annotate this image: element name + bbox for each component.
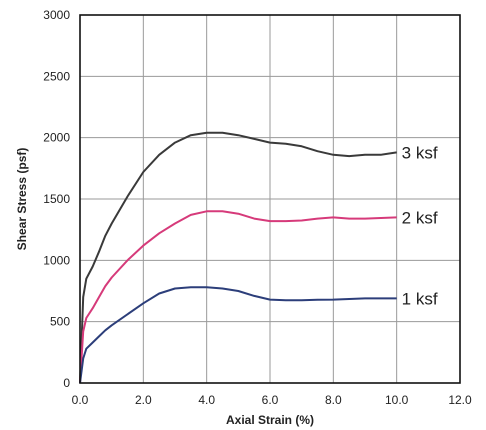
series-lines [79,131,397,384]
x-tick-label: 4.0 [198,393,215,407]
x-tick-label: 8.0 [325,393,342,407]
series-line [79,286,397,384]
x-tick-label: 10.0 [385,393,409,407]
y-tick-label: 2000 [43,131,70,145]
y-axis-title: Shear Stress (psf) [15,148,29,251]
x-tick-label: 12.0 [448,393,472,407]
y-tick-label: 500 [50,315,70,329]
plot-area-frame [79,14,461,384]
series-line [79,210,397,384]
y-tick-labels: 0 500 1000 1500 2000 2500 3000 [43,8,70,390]
x-tick-label: 2.0 [135,393,152,407]
x-axis-title: Axial Strain (%) [226,413,314,427]
x-tick-labels: 0.0 2.0 4.0 6.0 8.0 10.0 12.0 [72,393,472,407]
x-tick-label: 6.0 [262,393,279,407]
x-tick-label: 0.0 [72,393,89,407]
series-labels: 3 ksf 2 ksf 1 ksf [402,143,438,308]
series-label: 2 ksf [402,208,438,227]
y-tick-label: 2500 [43,69,70,83]
series-label: 1 ksf [402,289,438,308]
y-tick-label: 0 [63,376,70,390]
y-tick-label: 3000 [43,8,70,22]
gridlines [80,15,460,383]
y-tick-label: 1500 [43,192,70,206]
y-tick-label: 1000 [43,253,70,267]
series-label: 3 ksf [402,143,438,162]
series-line [79,131,397,384]
